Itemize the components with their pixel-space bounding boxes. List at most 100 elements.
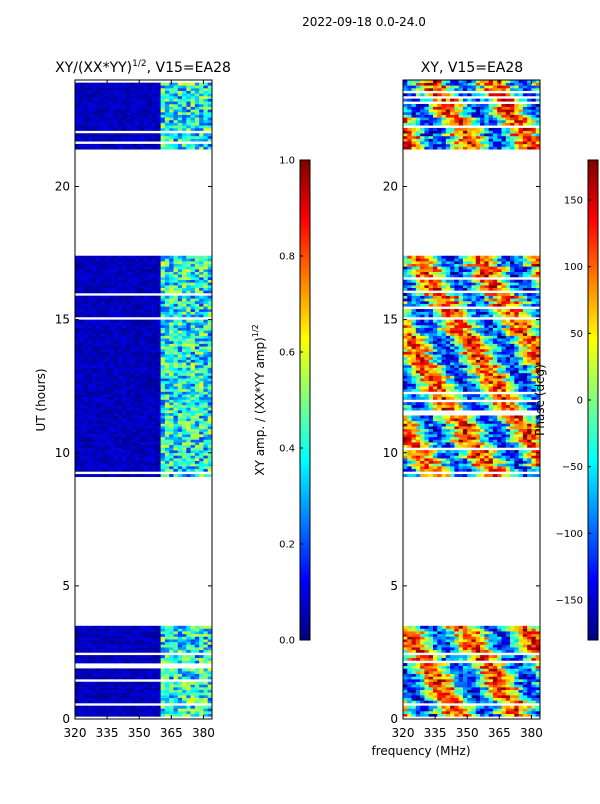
heatmap-cell [186, 407, 191, 410]
heatmap-cell [191, 96, 196, 99]
heatmap-cell [84, 280, 89, 283]
heatmap-cell [122, 682, 127, 685]
heatmap-cell [122, 107, 127, 110]
heatmap-cell [109, 474, 114, 477]
heatmap-cell [156, 338, 161, 341]
heatmap-cell [523, 666, 528, 669]
heatmap-cell [148, 123, 153, 126]
heatmap-cell [161, 269, 166, 272]
heatmap-cell [178, 322, 183, 325]
heatmap-cell [118, 405, 123, 408]
heatmap-cell [152, 437, 157, 440]
heatmap-cell [126, 671, 131, 674]
heatmap-cell [152, 266, 157, 269]
heatmap-cell [191, 389, 196, 392]
heatmap-cell [527, 692, 532, 695]
heatmap-cell [519, 684, 524, 687]
heatmap-cell [514, 676, 519, 679]
heatmap-cell [173, 362, 178, 365]
heatmap-cell [118, 450, 123, 453]
heatmap-cell [463, 679, 468, 682]
heatmap-cell [88, 370, 93, 373]
heatmap-cell [165, 256, 170, 259]
heatmap-cell [195, 320, 200, 323]
heatmap-cell [118, 378, 123, 381]
heatmap-cell [437, 682, 442, 685]
heatmap-cell [191, 330, 196, 333]
heatmap-cell [195, 466, 200, 469]
heatmap-cell [186, 461, 191, 464]
heatmap-cell [75, 700, 80, 703]
heatmap-cell [169, 378, 174, 381]
heatmap-cell [101, 264, 106, 267]
heatmap-cell [101, 445, 106, 448]
heatmap-cell [152, 674, 157, 677]
heatmap-cell [109, 647, 114, 650]
heatmap-cell [203, 626, 208, 629]
heatmap-cell [182, 458, 187, 461]
heatmap-cell [92, 256, 97, 259]
heatmap-cell [88, 676, 93, 679]
heatmap-cell [497, 698, 502, 701]
heatmap-cell [101, 112, 106, 115]
heatmap-cell [101, 407, 106, 410]
heatmap-cell [139, 83, 144, 86]
heatmap-cell [126, 344, 131, 347]
heatmap-cell [527, 706, 532, 709]
heatmap-cell [501, 671, 506, 674]
heatmap-cell [199, 690, 204, 693]
heatmap-cell [126, 386, 131, 389]
heatmap-cell [161, 272, 166, 275]
heatmap-cell [169, 368, 174, 371]
heatmap-cell [139, 628, 144, 631]
heatmap-cell [131, 266, 136, 269]
heatmap-cell [135, 325, 140, 328]
heatmap-cell [161, 407, 166, 410]
heatmap-cell [169, 104, 174, 107]
heatmap-cell [109, 304, 114, 307]
heatmap-cell [131, 415, 136, 418]
heatmap-cell [84, 115, 89, 118]
heatmap-cell [118, 426, 123, 429]
heatmap-cell [514, 668, 519, 671]
heatmap-cell [79, 410, 84, 413]
heatmap-cell [178, 671, 183, 674]
heatmap-cell [416, 647, 421, 650]
heatmap-cell [173, 708, 178, 711]
heatmap-cell [79, 690, 84, 693]
heatmap-cell [161, 695, 166, 698]
heatmap-cell [489, 690, 494, 693]
heatmap-cell [191, 647, 196, 650]
heatmap-cell [139, 453, 144, 456]
heatmap-cell [178, 692, 183, 695]
heatmap-cell [195, 376, 200, 379]
heatmap-cell [165, 378, 170, 381]
heatmap-cell [182, 258, 187, 261]
heatmap-cell [416, 698, 421, 701]
heatmap-cell [186, 455, 191, 458]
heatmap-cell [186, 421, 191, 424]
heatmap-cell [152, 394, 157, 397]
heatmap-cell [152, 373, 157, 376]
heatmap-cell [101, 280, 106, 283]
heatmap-cell [489, 692, 494, 695]
heatmap-cell [88, 264, 93, 267]
heatmap-cell [506, 679, 511, 682]
heatmap-cell [446, 650, 451, 653]
heatmap-cell [118, 290, 123, 293]
heatmap-cell [156, 280, 161, 283]
heatmap-cell [139, 120, 144, 123]
heatmap-cell [523, 650, 528, 653]
heatmap-cell [161, 660, 166, 663]
heatmap-cell [105, 362, 110, 365]
heatmap-cell [161, 264, 166, 267]
heatmap-cell [105, 400, 110, 403]
heatmap-cell [148, 296, 153, 299]
heatmap-cell [191, 631, 196, 634]
heatmap-cell [459, 687, 464, 690]
heatmap-cell [173, 288, 178, 291]
heatmap-cell [169, 461, 174, 464]
heatmap-cell [178, 429, 183, 432]
heatmap-cell [96, 450, 101, 453]
heatmap-cell [152, 365, 157, 368]
